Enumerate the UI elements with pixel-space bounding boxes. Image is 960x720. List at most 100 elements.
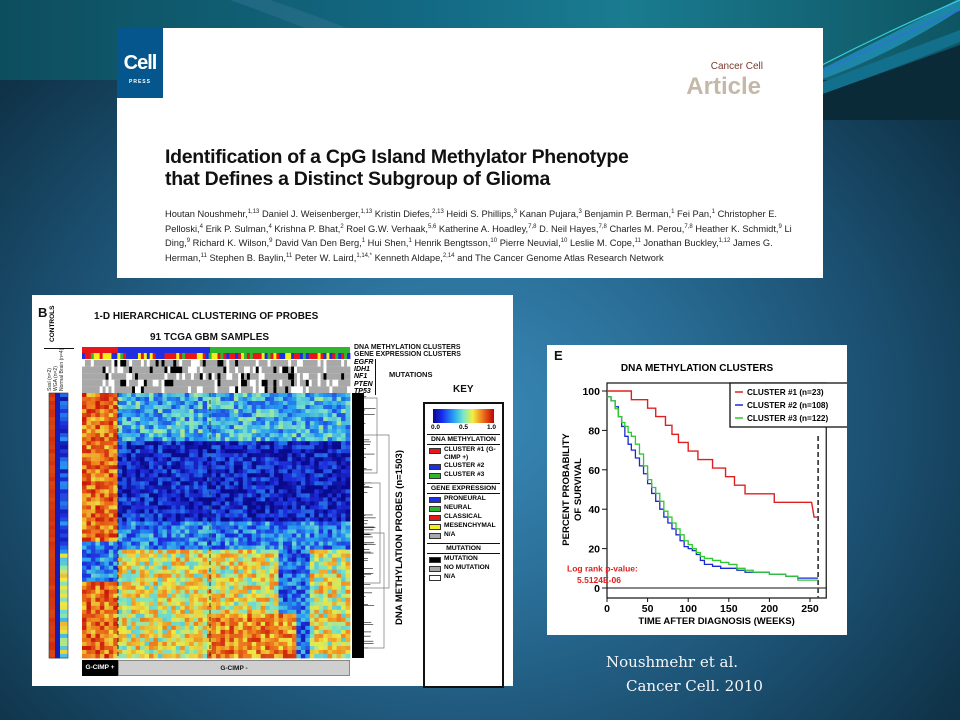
heatmap-cell: [99, 421, 105, 426]
mutation-cell: [249, 366, 254, 374]
heatmap-cell: [300, 541, 306, 546]
heatmap-cell: [207, 453, 212, 458]
heatmap-cell: [256, 601, 262, 607]
heatmap-cell: [332, 597, 337, 603]
heatmap-cell: [300, 649, 306, 655]
heatmap-cell: [157, 441, 163, 446]
heatmap-cell: [162, 609, 168, 615]
heatmap-cell: [135, 437, 141, 442]
mutation-cell: [208, 366, 212, 374]
heatmap-cell: [113, 513, 119, 518]
heatmap-cell: [202, 433, 208, 438]
heatmap-cell: [287, 441, 293, 446]
heatmap-cell: [90, 593, 96, 599]
heatmap-cell: [126, 413, 132, 418]
heatmap-cell: [117, 521, 123, 526]
heatmap-cell: [113, 509, 119, 514]
heatmap-cell: [256, 433, 262, 438]
heatmap-cell: [95, 521, 101, 526]
heatmap-cell: [314, 493, 320, 498]
heatmap-cell: [260, 505, 266, 510]
mutation-cell: [223, 379, 227, 387]
heatmap-cell: [149, 573, 154, 579]
mutation-cell: [99, 366, 104, 374]
heatmap-cell: [131, 481, 136, 486]
heatmap-cell: [131, 605, 136, 611]
heatmap-cell: [323, 621, 329, 627]
mutation-cell: [261, 386, 265, 393]
control-cell: [60, 601, 68, 607]
heatmap-cell: [153, 429, 159, 434]
heatmap-cell: [108, 537, 114, 542]
heatmap-cell: [162, 493, 168, 498]
heatmap-cell: [175, 565, 181, 571]
heatmap-cell: [296, 581, 302, 587]
heatmap-cell: [82, 629, 87, 635]
heatmap-cell: [113, 653, 119, 659]
heatmap-cell: [278, 653, 284, 659]
heatmap-cell: [216, 457, 221, 462]
heatmap-cell: [184, 401, 190, 406]
heatmap-cell: [135, 497, 141, 502]
mutation-cell: [347, 366, 351, 374]
heatmap-cell: [283, 601, 288, 607]
heatmap-cell: [278, 577, 284, 583]
heatmap-cell: [341, 453, 346, 458]
heatmap-cell: [309, 429, 315, 434]
heatmap-cell: [162, 573, 168, 579]
heatmap-cell: [318, 421, 324, 426]
heatmap-cell: [283, 449, 288, 454]
heatmap-cell: [180, 641, 186, 647]
heatmap-cell: [233, 393, 239, 398]
heatmap-cell: [198, 541, 203, 546]
heatmap-cell: [153, 409, 159, 414]
heatmap-cell: [247, 533, 253, 538]
heatmap-cell: [278, 473, 284, 478]
heatmap-cell: [283, 421, 288, 426]
heatmap-cell: [233, 589, 239, 595]
heatmap-cell: [126, 521, 132, 526]
heatmap-cell: [211, 453, 217, 458]
panel-b-letter: B: [38, 305, 48, 320]
heatmap-cell: [175, 557, 181, 563]
heatmap-cell: [327, 493, 333, 498]
heatmap-cell: [144, 565, 150, 571]
mutation-cell: [308, 360, 313, 367]
heatmap-cell: [104, 649, 110, 655]
gene-expression-cell: [335, 353, 339, 359]
heatmap-cell: [220, 469, 226, 474]
control-cell: [49, 605, 55, 611]
heatmap-cell: [207, 533, 212, 538]
mutation-cell: [329, 373, 333, 380]
heatmap-cell: [82, 441, 87, 446]
article-header-card: Cell PRESS Cancer Cell Article Identific…: [117, 28, 823, 278]
control-cell: [55, 413, 60, 418]
heatmap-cell: [180, 417, 186, 422]
heatmap-cell: [171, 593, 177, 599]
heatmap-cell: [247, 637, 253, 643]
heatmap-cell: [341, 525, 346, 530]
heatmap-cell: [291, 565, 297, 571]
heatmap-cell: [99, 397, 105, 402]
heatmap-cell: [216, 481, 221, 486]
heatmap-cell: [305, 393, 311, 398]
heatmap-cell: [90, 653, 96, 659]
heatmap-cell: [193, 585, 199, 591]
heatmap-cell: [318, 609, 324, 615]
heatmap-cell: [82, 513, 87, 518]
heatmap-cell: [189, 477, 195, 482]
heatmap-cell: [140, 413, 145, 418]
heatmap-cell: [108, 605, 114, 611]
heatmap-cell: [300, 581, 306, 587]
heatmap-cell: [82, 489, 87, 494]
heatmap-cell: [99, 641, 105, 647]
control-cell: [55, 653, 60, 659]
heatmap-cell: [327, 629, 333, 635]
heatmap-cell: [296, 473, 302, 478]
heatmap-cell: [211, 537, 217, 542]
heatmap-cell: [269, 625, 275, 631]
heatmap-cell: [157, 565, 163, 571]
heatmap-cell: [247, 573, 253, 579]
heatmap-cell: [122, 469, 128, 474]
heatmap-cell: [309, 641, 315, 647]
